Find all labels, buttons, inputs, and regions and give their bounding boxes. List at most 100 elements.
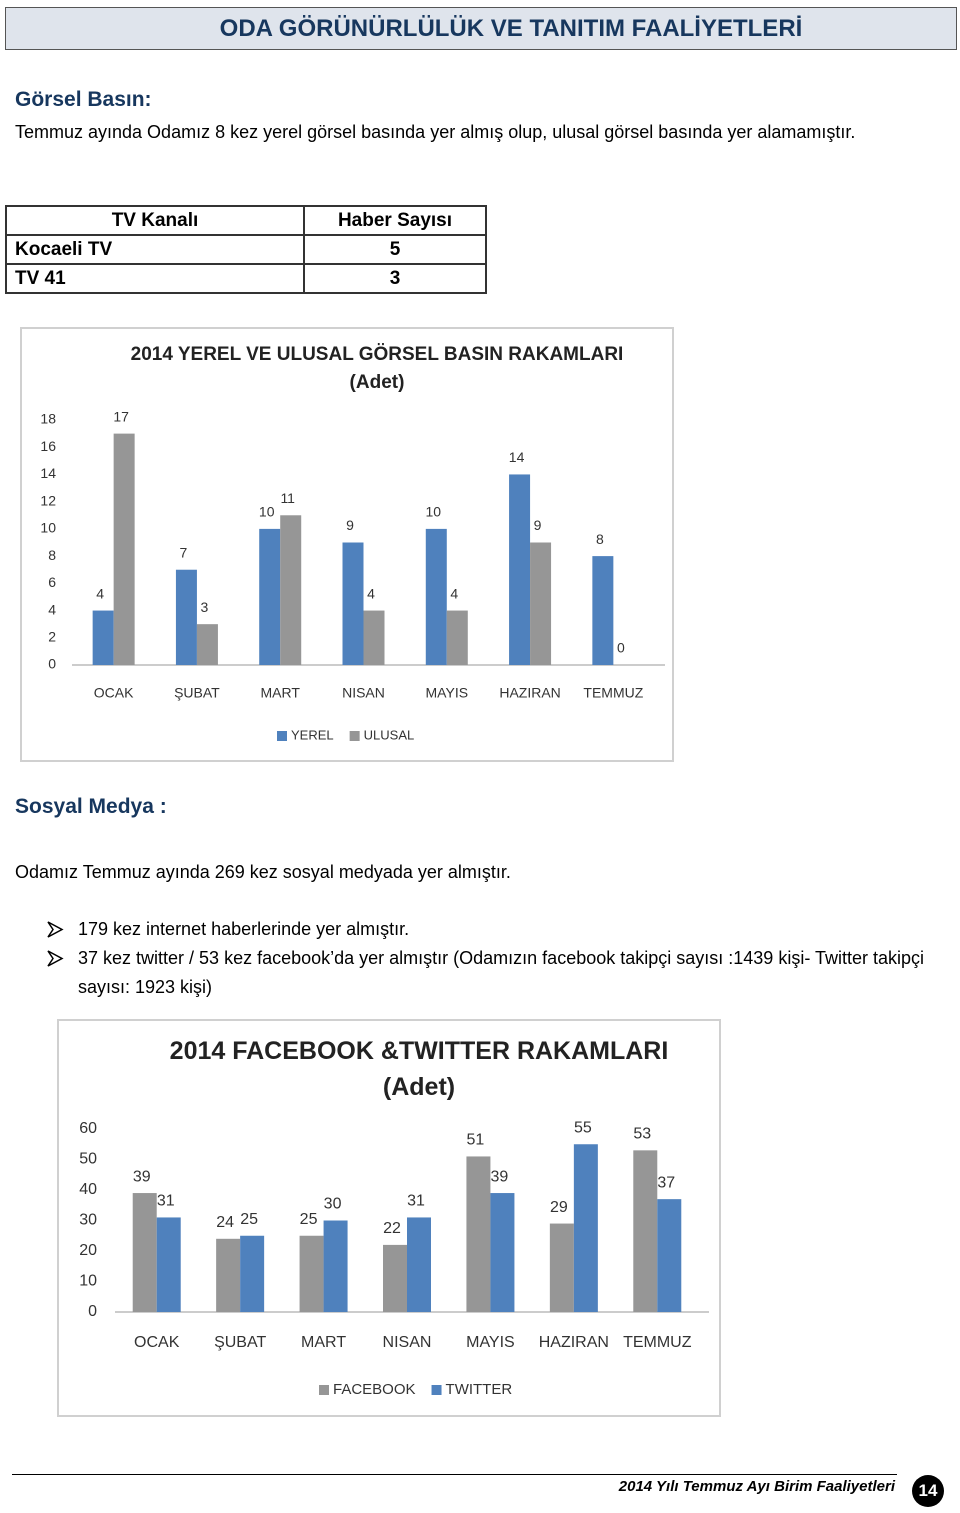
data-label: 4 [367,585,375,601]
chart: 0 2 4 6 8 10 12 14 16 18 OCAK 4 17 ŞUBAT 7 3 MART 10 11 NIS… [40,408,665,742]
x-tick-label: OCAK [94,685,134,701]
bar [509,474,531,665]
data-label: 37 [657,1174,675,1191]
legend-swatch [349,731,360,741]
table-cell: Kocaeli TV [5,234,305,265]
bar [196,624,218,665]
bar [549,1223,574,1312]
data-label: 51 [467,1132,485,1149]
data-label: 25 [300,1211,318,1228]
bar [299,1235,324,1312]
y-tick-label: 8 [48,547,56,563]
section-heading: Görsel Basın: [15,88,152,111]
data-label: 39 [133,1168,151,1185]
bar [175,569,197,665]
bullet-text: 37 kez twitter / 53 kez facebook’da yer … [78,948,925,997]
bar [383,1244,407,1312]
bar [657,1199,682,1312]
bar [466,1156,491,1312]
y-tick-label: 4 [48,601,56,617]
legend-label: ULUSAL [364,727,415,742]
chart-frame: 2014 YEREL VE ULUSAL GÖRSEL BASIN RAKAML… [20,327,674,762]
y-tick-label: 60 [79,1120,97,1137]
x-tick-label: NISAN [342,685,385,701]
y-tick-label: 12 [40,492,56,508]
table-header: Haber Sayısı [303,205,487,236]
y-tick-label: 18 [40,411,56,427]
bar [132,1193,157,1312]
bullet-item: 37 kez twitter / 53 kez facebook’da yer … [45,944,925,1002]
bar [633,1150,658,1312]
x-tick-label: OCAK [134,1334,180,1351]
bar [216,1238,241,1312]
data-label: 10 [259,504,275,520]
x-tick-label: MAYIS [466,1334,515,1351]
data-label: 10 [425,504,441,520]
chart-title: 2014 FACEBOOK &TWITTER RAKAMLARI (Adet) [169,1037,669,1102]
table-cell: 5 [303,234,487,265]
bar [156,1217,181,1312]
y-tick-label: 0 [88,1303,97,1320]
bar [530,542,552,665]
bar [446,610,468,665]
chart: 0 10 20 30 40 50 60 OCAK 39 31 ŞUBAT 24 25 MART 25 30 NI… [79,1119,709,1398]
data-label: 55 [574,1119,592,1136]
chart-frame: 2014 FACEBOOK &TWITTER RAKAMLARI (Adet) 0… [57,1019,721,1417]
data-label: 31 [157,1193,175,1210]
bar [113,433,135,665]
y-tick-label: 16 [40,438,56,454]
data-label: 4 [96,585,104,601]
bullet-item: 179 kez internet haberlerinde yer almışt… [45,915,925,944]
table-cell: TV 41 [5,263,305,294]
bar [280,515,302,665]
bar [592,556,614,665]
footer-text: 2014 Yılı Temmuz Ayı Birim Faaliyetleri [618,1478,895,1495]
table-header: TV Kanalı [5,205,305,236]
bar [259,528,281,665]
x-tick-label: MAYIS [426,685,469,701]
y-tick-label: 6 [48,574,56,590]
data-label: 7 [180,544,188,560]
data-label: 31 [407,1193,425,1210]
y-tick-label: 0 [48,656,56,672]
data-label: 17 [113,408,129,424]
x-tick-label: ŞUBAT [214,1334,266,1351]
legend-swatch [319,1385,329,1395]
x-tick-label: MART [301,1334,346,1351]
header-bar: ODA GÖRÜNÜRLÜLÜK VE TANITIM FAALİYETLERİ [5,7,957,50]
x-tick-label: TEMMUZ [583,685,643,701]
paragraph: Odamız Temmuz ayında 269 kez sosyal medy… [15,862,511,882]
bullet-arrow [47,950,64,967]
table-cell: 3 [303,263,487,294]
data-label: 30 [324,1196,342,1213]
page-number: 14 [912,1475,944,1507]
y-tick-label: 10 [79,1273,97,1290]
x-tick-label: HAZIRAN [499,685,560,701]
x-tick-label: MART [261,685,301,701]
y-tick-label: 20 [79,1242,97,1259]
legend-swatch [277,731,287,741]
data-label: 4 [450,585,458,601]
bar [573,1144,598,1312]
data-label: 3 [201,599,209,615]
bullet-list: 179 kez internet haberlerinde yer almışt… [45,915,925,1002]
y-tick-label: 14 [40,465,56,481]
section-heading: Sosyal Medya : [15,795,167,818]
header-title: ODA GÖRÜNÜRLÜLÜK VE TANITIM FAALİYETLERİ [219,15,803,42]
data-label: 0 [617,640,625,656]
x-tick-label: ŞUBAT [174,685,220,701]
data-label: 14 [509,449,525,465]
bar [363,610,385,665]
legend-label: TWITTER [446,1381,513,1398]
x-tick-label: NISAN [383,1334,432,1351]
y-tick-label: 40 [79,1181,97,1198]
data-label: 22 [383,1220,401,1237]
data-label: 24 [216,1214,234,1231]
bar [342,542,364,665]
bar [490,1193,515,1312]
y-tick-label: 10 [40,520,56,536]
y-tick-label: 50 [79,1151,97,1168]
legend-swatch [431,1385,442,1395]
data-label: 8 [596,531,604,547]
bar [323,1220,348,1312]
